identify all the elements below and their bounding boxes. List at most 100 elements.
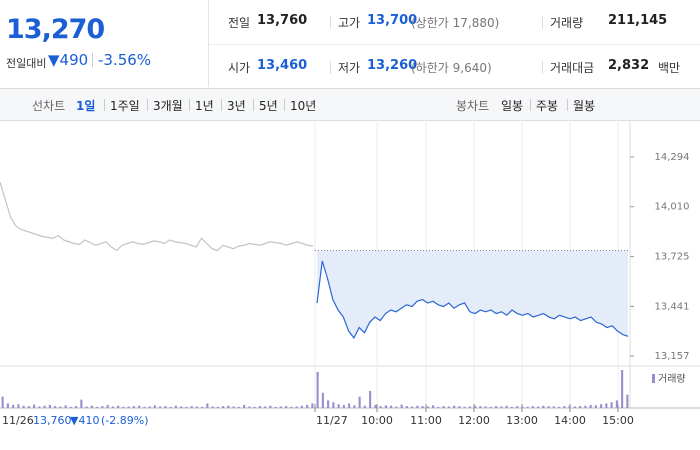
volume-bar <box>348 403 351 408</box>
stat-label: 고가 <box>338 16 361 30</box>
period-tab[interactable]: 1년 <box>195 99 214 113</box>
volume-bar <box>500 406 503 408</box>
x-tick-label: 13:00 <box>506 414 538 427</box>
volume-bar <box>90 405 93 408</box>
period-tab[interactable]: 3년 <box>227 99 246 113</box>
volume-bar <box>295 406 298 408</box>
volume-bar <box>27 406 30 408</box>
volume-bar <box>463 406 466 408</box>
period-tab[interactable]: 3개월 <box>153 99 183 113</box>
divider <box>567 99 568 111</box>
period-tab[interactable]: 10년 <box>290 99 317 113</box>
volume-bar <box>369 390 372 408</box>
volume-bar <box>621 370 624 408</box>
volume-bar <box>589 404 592 408</box>
volume-bar <box>80 399 83 408</box>
tab-label: 선차트 <box>32 99 66 113</box>
candle-tab[interactable]: 월봉 <box>573 99 596 113</box>
volume-bar <box>558 406 561 408</box>
volume-bar <box>269 405 272 408</box>
volume-bar <box>216 406 219 408</box>
stat-value: 211,145 <box>608 13 668 28</box>
volume-bar <box>33 404 36 408</box>
x-tick-label: 11/27 <box>316 414 348 427</box>
volume-bar <box>416 405 419 408</box>
volume-bar <box>531 406 534 408</box>
y-tick-label: 13,725 <box>655 252 690 263</box>
volume-bar <box>510 406 513 408</box>
stat-note: (상한가 17,880) <box>411 16 500 30</box>
stat-label: 전일 <box>228 16 251 30</box>
footer-date: 11/26 <box>2 414 34 427</box>
footer-change-pct: (-2.89%) <box>101 414 149 427</box>
volume-bar <box>584 405 587 408</box>
volume-bar <box>264 406 267 408</box>
volume-bar <box>132 406 135 408</box>
price-box: 13,270 전일대비 ▼490 -3.56% <box>0 0 209 87</box>
stat-label: 거래대금 <box>550 61 595 75</box>
period-tab[interactable]: 1주일 <box>110 99 140 113</box>
volume-bar <box>442 406 445 408</box>
stat-value: 13,260 <box>367 58 418 73</box>
x-tick-label: 12:00 <box>458 414 490 427</box>
volume-bar <box>594 405 597 408</box>
volume-bar <box>106 404 109 408</box>
volume-bar <box>201 406 204 408</box>
divider <box>530 99 531 111</box>
volume-bar <box>321 392 324 408</box>
volume-bar <box>274 406 277 408</box>
change-label: 전일대비 <box>6 57 47 70</box>
volume-bar <box>547 406 550 408</box>
stat-value: 13,760 <box>257 13 308 28</box>
price: 13,270 <box>6 14 105 45</box>
period-tab[interactable]: 5년 <box>259 99 278 113</box>
volume-bar <box>48 404 51 408</box>
divider <box>542 16 543 29</box>
volume-bar <box>1 396 4 408</box>
divider <box>253 99 254 111</box>
volume-bar <box>395 406 398 408</box>
volume-bar <box>206 403 209 408</box>
footer-close: 13,760 <box>33 414 72 427</box>
volume-bar <box>122 406 125 408</box>
volume-bar <box>563 406 566 408</box>
volume-bar <box>353 405 356 408</box>
candle-tab[interactable]: 주봉 <box>536 99 559 113</box>
period-tab[interactable]: 1일 <box>76 99 96 113</box>
x-tick-label: 15:00 <box>602 414 634 427</box>
volume-bar <box>474 405 477 408</box>
volume-bar <box>138 405 141 408</box>
volume-bar <box>495 406 498 408</box>
legend-swatch <box>652 374 655 383</box>
volume-bar <box>610 402 613 408</box>
volume-bar <box>75 406 78 408</box>
volume-bar <box>311 403 314 408</box>
divider <box>221 99 222 111</box>
volume-bar <box>85 406 88 408</box>
volume-bar <box>600 404 603 408</box>
volume-bar <box>153 405 156 408</box>
volume-bar <box>111 406 114 408</box>
volume-bar <box>453 405 456 408</box>
price-line <box>316 260 629 340</box>
volume-bar <box>458 406 461 408</box>
change-pct: -3.56% <box>98 51 152 69</box>
volume-bar <box>306 404 309 408</box>
volume-bar <box>38 406 41 408</box>
volume-bar <box>117 405 120 408</box>
volume-bar <box>521 406 524 408</box>
candle-tab[interactable]: 일봉 <box>501 99 524 113</box>
volume-bar <box>411 406 414 408</box>
volume-bar <box>400 404 403 408</box>
volume-bar <box>489 406 492 408</box>
volume-bar <box>258 406 261 408</box>
divider <box>284 99 285 111</box>
tab-label: 봉차트 <box>456 99 490 113</box>
volume-bar <box>332 402 335 408</box>
stat-note: 백만 <box>658 61 681 75</box>
volume-bar <box>59 406 62 408</box>
stat-label: 저가 <box>338 61 361 75</box>
volume-bar <box>12 404 15 408</box>
volume-bar <box>426 406 429 408</box>
